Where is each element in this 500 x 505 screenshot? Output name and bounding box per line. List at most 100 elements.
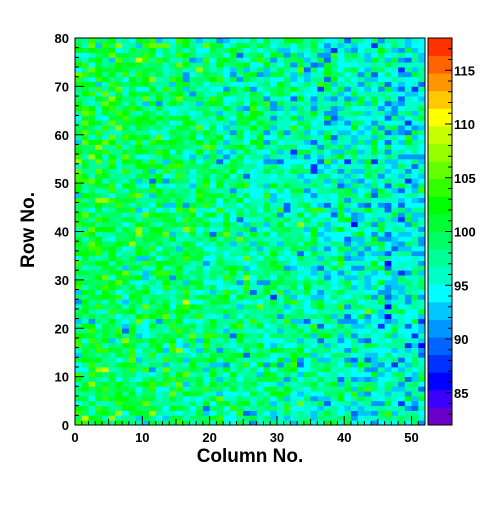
heatmap-cell: [250, 187, 258, 194]
heatmap-cell: [371, 391, 379, 397]
heatmap-cell: [122, 313, 130, 319]
heatmap-cell: [398, 81, 406, 87]
heatmap-cell: [209, 221, 217, 228]
heatmap-cell: [101, 221, 110, 228]
heatmap-cell: [411, 294, 419, 300]
heatmap-cell: [115, 96, 123, 102]
heatmap-cell: [270, 120, 278, 126]
heatmap-cell: [276, 275, 285, 281]
heatmap-cell: [142, 357, 150, 363]
heatmap-cell: [229, 134, 237, 140]
heatmap-cell: [418, 231, 426, 237]
heatmap-cell: [122, 221, 130, 228]
heatmap-cell: [135, 366, 143, 373]
heatmap-cell: [115, 168, 123, 174]
heatmap-cell: [108, 91, 116, 97]
heatmap-cell: [384, 308, 392, 315]
heatmap-cell: [169, 241, 177, 247]
heatmap-cell: [95, 395, 103, 402]
heatmap-cell: [135, 139, 143, 145]
heatmap-cell: [182, 149, 190, 155]
heatmap-cell: [344, 405, 352, 411]
heatmap-cell: [115, 241, 123, 247]
heatmap-cell: [350, 125, 359, 131]
heatmap-cell: [344, 289, 352, 295]
heatmap-cell: [209, 279, 217, 286]
heatmap-cell: [182, 308, 190, 315]
heatmap-cell: [175, 212, 184, 218]
heatmap-cell: [175, 279, 184, 286]
heatmap-cell: [95, 173, 103, 179]
heatmap-cell: [324, 38, 332, 44]
heatmap-cell: [330, 52, 338, 58]
heatmap-cell: [88, 371, 96, 378]
heatmap-cell: [357, 81, 365, 87]
heatmap-cell: [283, 125, 291, 131]
heatmap-cell: [350, 192, 359, 199]
heatmap-cell: [95, 139, 103, 145]
heatmap-cell: [101, 376, 110, 382]
heatmap-cell: [88, 134, 96, 140]
heatmap-cell: [337, 381, 345, 387]
heatmap-cell: [357, 308, 365, 315]
heatmap-cell: [418, 284, 426, 290]
heatmap-cell: [101, 260, 110, 266]
heatmap-cell: [108, 57, 116, 63]
heatmap-cell: [418, 270, 426, 276]
heatmap-cell: [108, 255, 116, 261]
heatmap-cell: [398, 386, 406, 392]
heatmap-cell: [384, 129, 392, 136]
heatmap-cell: [81, 207, 89, 213]
heatmap-cell: [236, 178, 244, 184]
heatmap-cell: [108, 333, 116, 339]
heatmap-cell: [229, 207, 237, 213]
heatmap-cell: [175, 47, 184, 53]
heatmap-cell: [95, 371, 103, 378]
heatmap-cell: [290, 197, 298, 203]
heatmap-cell: [155, 371, 163, 378]
heatmap-cell: [270, 129, 278, 136]
heatmap-cell: [149, 241, 157, 247]
heatmap-cell: [418, 260, 426, 266]
heatmap-cell: [337, 241, 345, 247]
heatmap-cell: [377, 420, 386, 426]
heatmap-cell: [250, 265, 258, 271]
heatmap-cell: [324, 352, 332, 358]
heatmap-cell: [317, 76, 325, 82]
heatmap-cell: [324, 62, 332, 68]
heatmap-cell: [317, 202, 325, 208]
heatmap-cell: [162, 168, 170, 174]
heatmap-cell: [88, 381, 96, 387]
heatmap-cell: [162, 420, 170, 426]
heatmap-cell: [384, 236, 392, 242]
heatmap-cell: [418, 342, 426, 348]
heatmap-cell: [236, 400, 244, 407]
heatmap-cell: [88, 91, 96, 97]
heatmap-cell: [324, 86, 332, 92]
heatmap-cell: [115, 337, 123, 344]
heatmap-cell: [243, 246, 251, 252]
heatmap-cell: [88, 265, 96, 271]
heatmap-cell: [317, 120, 325, 126]
heatmap-cell: [149, 173, 157, 179]
heatmap-cell: [391, 144, 399, 150]
heatmap-cell: [149, 76, 157, 82]
heatmap-cell: [411, 216, 419, 223]
heatmap-cell: [398, 110, 406, 116]
heatmap-cell: [418, 129, 426, 136]
heatmap-cell: [122, 386, 130, 392]
colorbar-tick-label: 95: [454, 278, 468, 293]
heatmap-cell: [377, 246, 386, 252]
heatmap-cell: [108, 105, 116, 111]
heatmap-cell: [155, 158, 163, 165]
heatmap-cell: [303, 163, 311, 170]
heatmap-cell: [303, 333, 311, 339]
heatmap-cell: [223, 337, 231, 344]
heatmap-cell: [243, 192, 251, 199]
heatmap-cell: [101, 255, 110, 261]
heatmap-cell: [149, 105, 157, 111]
heatmap-cell: [88, 158, 96, 165]
heatmap-cell: [142, 381, 150, 387]
heatmap-cell: [418, 255, 426, 261]
heatmap-cell: [357, 381, 365, 387]
